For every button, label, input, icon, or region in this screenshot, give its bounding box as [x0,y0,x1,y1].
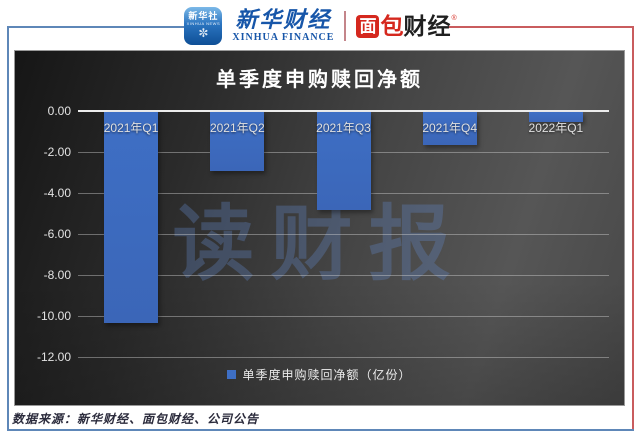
mianbao-logo-red-char: 包 [380,12,404,39]
gridline [78,234,609,235]
y-tick-label: -8.00 [43,268,71,282]
y-tick-label: 0.00 [47,104,71,118]
legend-color-swatch [227,370,237,379]
xinhua-news-app-icon: 新华社 XINHUA NEWS ✼ [184,7,223,45]
gridline [78,357,609,358]
legend-series-label: 单季度申购赎回净额（亿份） [242,368,412,382]
category-label: 2022年Q1 [528,121,584,135]
brand-header: 新华社 XINHUA NEWS ✼ 新华财经 XINHUA FINANCE 面 … [0,4,641,48]
chart-legend: 单季度申购赎回净额（亿份） [15,366,624,383]
chart-panel: 单季度申购赎回净额 读财报 0.00 -2.00 -4.00 -6.00 -8.00 -1… [14,50,625,406]
gridline [78,275,609,276]
logo-divider [344,11,347,41]
bar-2021年Q4 [422,112,477,145]
chart-title: 单季度申购赎回净额 [216,69,423,91]
bar-2021年Q1 [104,112,159,324]
bar-2021年Q2 [210,112,265,172]
gridline [78,316,609,317]
category-label: 2021年Q2 [209,121,265,135]
frame-bottom-line [7,429,634,431]
xinhua-finance-logo: 新华财经 XINHUA FINANCE [232,9,334,43]
frame-top-left-line [7,26,217,28]
xinhua-icon-cn-label: 新华社 [188,11,219,22]
plot-area: 0.00 -2.00 -4.00 -6.00 -8.00 -10.00 -12.00 2021… [15,51,624,405]
category-label: 2021年Q1 [103,121,159,135]
xinhua-finance-cn: 新华财经 [235,7,332,32]
xinhua-icon-en-label: XINHUA NEWS [186,20,221,26]
category-label: 2021年Q3 [316,121,371,135]
mianbao-logo-boxed-char: 面 [356,14,380,38]
y-tick-label: -2.00 [43,145,71,159]
y-tick-label: -10.00 [36,309,71,323]
y-tick-label: -4.00 [43,186,71,200]
bar-2021年Q3 [316,112,371,211]
frame-left-line [7,26,9,431]
y-tick-label: -12.00 [36,350,71,364]
mianbao-logo-dark-chars: 财经 [403,12,452,39]
data-source-note: 数据来源：新华财经、面包财经、公司公告 [12,412,260,426]
xinhua-finance-en: XINHUA FINANCE [232,32,335,43]
globe-dots-icon: ✼ [198,26,209,41]
bar-2022年Q1 [528,112,583,123]
registered-mark-icon: ® [451,14,457,22]
axis-zero-line [78,110,609,112]
category-label: 2021年Q4 [422,121,478,135]
frame-right-line [632,26,634,431]
mianbao-finance-logo: 面 包 财经 ® [356,12,457,39]
frame-top-right-line [448,26,634,28]
y-tick-label: -6.00 [43,227,71,241]
